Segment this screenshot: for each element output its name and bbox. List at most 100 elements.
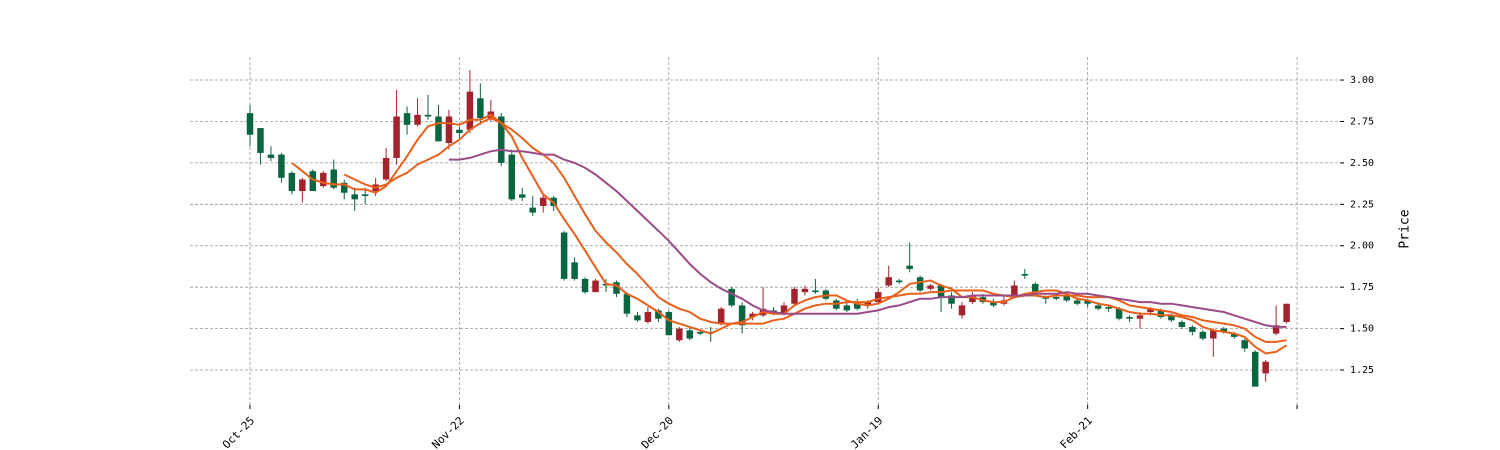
candle-body xyxy=(560,232,568,279)
y-tick-label: 2.50 xyxy=(1350,158,1374,169)
x-tick-label: Nov-22 xyxy=(429,414,466,450)
candle-body xyxy=(1136,315,1144,319)
candle-body xyxy=(299,179,306,192)
candle-body xyxy=(351,194,358,200)
moving-average-line xyxy=(343,116,1287,343)
candle-body xyxy=(1147,308,1154,313)
candle-body xyxy=(895,280,903,283)
y-tick-label: 1.75 xyxy=(1350,282,1374,293)
candle-body xyxy=(1230,333,1238,337)
candle-body xyxy=(393,116,400,158)
candle-body xyxy=(927,285,934,289)
candle-body xyxy=(969,295,976,303)
candle-body xyxy=(990,302,997,306)
candle-body xyxy=(717,308,725,324)
candle-body xyxy=(1105,307,1112,309)
candle-body xyxy=(874,292,882,303)
candle-body xyxy=(508,154,516,200)
x-tick-label: Dec-20 xyxy=(639,414,676,450)
candle-body xyxy=(885,277,892,286)
candle-body xyxy=(403,113,411,125)
candle-body xyxy=(1115,308,1123,319)
candle-body xyxy=(518,194,526,198)
x-tick-label: Oct-25 xyxy=(220,414,257,450)
candle-body xyxy=(278,154,285,178)
candle-body xyxy=(958,305,966,316)
candle-body xyxy=(477,98,484,119)
candle-body xyxy=(456,129,463,134)
candle-body xyxy=(257,128,264,153)
candle-body xyxy=(498,116,505,163)
candle-body xyxy=(1063,295,1070,301)
candle-body xyxy=(1220,328,1228,332)
candle-body xyxy=(1073,300,1081,304)
candle-body xyxy=(1021,273,1029,276)
candle-body xyxy=(571,262,578,279)
candle-body xyxy=(613,282,620,294)
candle-body xyxy=(1210,330,1217,339)
candle-body xyxy=(906,265,913,269)
candle-body xyxy=(623,293,631,314)
candle-body xyxy=(435,116,442,142)
candle-body xyxy=(309,171,317,192)
y-tick-label: 1.25 xyxy=(1350,365,1374,376)
candle-body xyxy=(854,303,861,309)
y-tick-label: 2.25 xyxy=(1350,199,1374,210)
candle-body xyxy=(676,328,683,341)
candle-body xyxy=(361,194,369,197)
candle-body xyxy=(382,157,390,180)
candle-body xyxy=(445,116,453,144)
candle-body xyxy=(1052,297,1060,299)
candle-body xyxy=(948,295,955,304)
candle-body xyxy=(414,114,421,125)
y-tick-label: 3.00 xyxy=(1350,75,1374,86)
candle-body xyxy=(686,330,694,339)
candle-body xyxy=(592,280,599,293)
candle-body xyxy=(1199,331,1207,339)
candle-body xyxy=(340,182,348,193)
candle-body xyxy=(1168,315,1175,321)
candle-body xyxy=(644,312,652,322)
candle-body xyxy=(1272,325,1280,334)
candle-body xyxy=(1126,317,1133,319)
candle-body xyxy=(916,277,924,291)
y-axis-label: Price xyxy=(1398,209,1413,248)
candle-body xyxy=(246,113,254,135)
candle-body xyxy=(466,91,474,130)
candle-body xyxy=(320,172,327,187)
candle-body xyxy=(1094,305,1102,309)
moving-average-line xyxy=(448,148,1287,328)
candle-body xyxy=(1241,340,1248,349)
candle-body xyxy=(288,172,296,192)
candle-body xyxy=(1032,283,1039,293)
candle-body xyxy=(267,154,275,158)
candle-body xyxy=(728,288,735,306)
candle-body xyxy=(1262,361,1269,374)
y-tick-label: 1.50 xyxy=(1350,324,1374,335)
x-tick-label: Jan-19 xyxy=(848,414,885,450)
candle-body xyxy=(634,315,641,321)
candle-body xyxy=(791,288,798,304)
candle-body xyxy=(655,310,662,319)
candle-body xyxy=(1011,285,1018,296)
candle-body xyxy=(1157,310,1165,318)
candle-body xyxy=(1251,351,1259,387)
candle-body xyxy=(738,305,746,326)
candle-body xyxy=(843,305,851,311)
candle-body xyxy=(330,169,338,188)
candle-body xyxy=(529,207,536,213)
candle-body xyxy=(424,114,432,117)
candle-body xyxy=(749,313,756,318)
candle-body xyxy=(1178,321,1186,327)
y-tick-label: 2.00 xyxy=(1350,241,1374,252)
candle-body xyxy=(864,302,872,306)
candle-body xyxy=(696,331,704,334)
candle-body xyxy=(665,312,673,336)
candle-body xyxy=(1084,300,1091,304)
candle-body xyxy=(539,197,547,206)
moving-average-line xyxy=(291,113,1288,355)
x-tick-label: Feb-21 xyxy=(1058,414,1095,450)
candle-body xyxy=(1283,303,1290,322)
candle-body xyxy=(801,288,809,293)
